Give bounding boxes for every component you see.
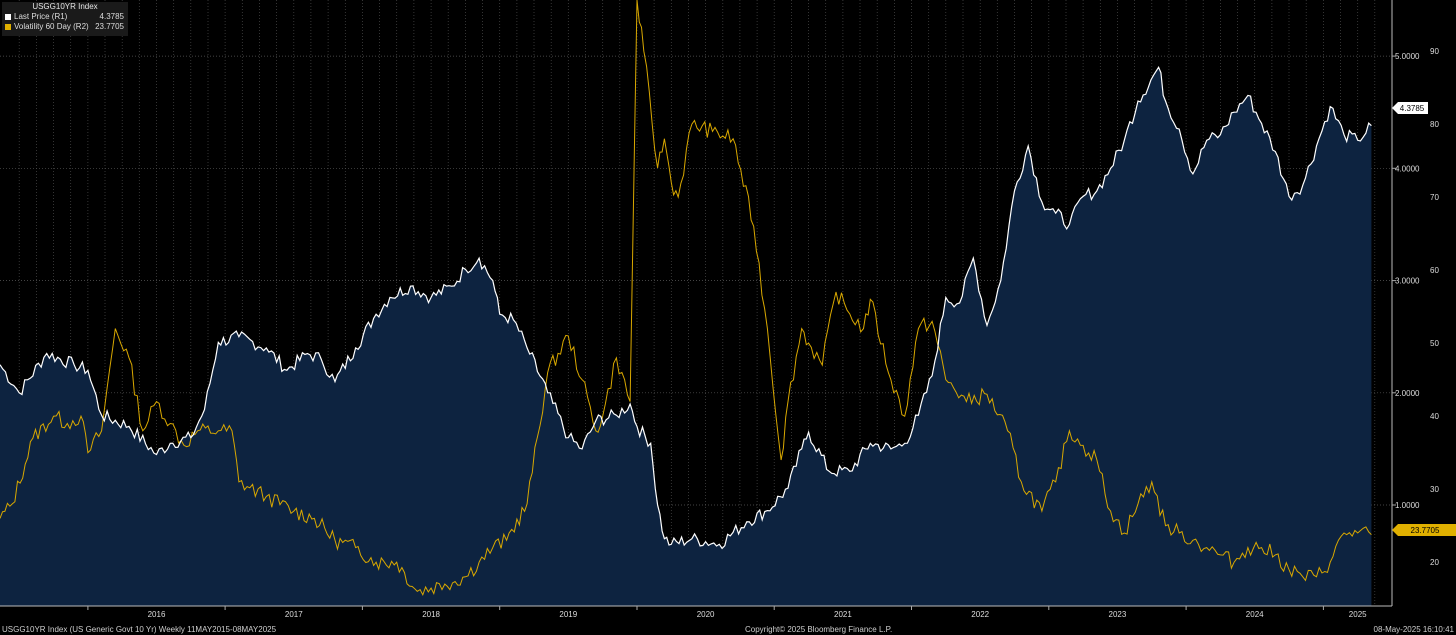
legend-swatch-vol bbox=[5, 24, 11, 30]
r2-axis-label: 30 bbox=[1430, 485, 1439, 494]
price-area bbox=[0, 67, 1372, 607]
r1-axis-labels: 5.0000 4.0000 3.0000 2.0000 1.0000 bbox=[1392, 52, 1420, 510]
footer: USGG10YR Index (US Generic Govt 10 Yr) W… bbox=[0, 625, 1456, 635]
last-price-tag-text: 4.3785 bbox=[1400, 104, 1425, 113]
x-axis-labels: 2016 2017 2018 2019 2020 2021 2022 2023 2024 2025 bbox=[87, 606, 1367, 619]
r1-axis-label: 3.0000 bbox=[1395, 277, 1420, 286]
x-axis-label: 2024 bbox=[1246, 610, 1264, 619]
footer-right: 08-May-2025 16:10:41 bbox=[1373, 625, 1455, 634]
r2-axis-label: 70 bbox=[1430, 193, 1439, 202]
legend-swatch-price bbox=[5, 14, 11, 20]
x-axis-label: 2018 bbox=[422, 610, 440, 619]
r1-axis-label: 4.0000 bbox=[1395, 164, 1420, 173]
r1-axis-label: 5.0000 bbox=[1395, 52, 1420, 61]
footer-center: Copyright© 2025 Bloomberg Finance L.P. bbox=[745, 625, 893, 634]
x-axis-label: 2023 bbox=[1109, 610, 1127, 619]
vol-tag: 23.7705 bbox=[1392, 524, 1456, 536]
legend: USGG10YR Index Last Price (R1) 4.3785 Vo… bbox=[2, 2, 128, 36]
x-axis-label: 2017 bbox=[285, 610, 303, 619]
legend-title: USGG10YR Index bbox=[32, 2, 98, 11]
legend-item-price: Last Price (R1) 4.3785 bbox=[2, 12, 128, 22]
legend-item-vol: Volatility 60 Day (R2) 23.7705 bbox=[2, 22, 128, 32]
x-axis-label: 2020 bbox=[697, 610, 715, 619]
x-axis-label: 2025 bbox=[1349, 610, 1367, 619]
price-line bbox=[0, 66, 1372, 550]
r2-axis-label: 80 bbox=[1430, 120, 1439, 129]
last-price-tag: 4.3785 bbox=[1392, 102, 1428, 114]
x-axis-label: 2022 bbox=[971, 610, 989, 619]
legend-label-vol: Volatility 60 Day (R2) bbox=[14, 22, 89, 31]
r1-axis-label: 2.0000 bbox=[1395, 389, 1420, 398]
legend-value-price: 4.3785 bbox=[99, 12, 124, 21]
r2-axis-label: 40 bbox=[1430, 412, 1439, 421]
legend-label-price: Last Price (R1) bbox=[14, 12, 68, 21]
vol-tag-text: 23.7705 bbox=[1411, 526, 1440, 535]
r2-axis-labels: 90 80 70 60 50 40 30 20 bbox=[1430, 47, 1439, 567]
footer-left: USGG10YR Index (US Generic Govt 10 Yr) W… bbox=[2, 625, 277, 634]
x-axis-label: 2019 bbox=[559, 610, 577, 619]
r2-axis-label: 90 bbox=[1430, 47, 1439, 56]
r1-axis-label: 1.0000 bbox=[1395, 501, 1420, 510]
r2-axis-label: 20 bbox=[1430, 558, 1439, 567]
r2-axis-label: 60 bbox=[1430, 266, 1439, 275]
r2-axis-label: 50 bbox=[1430, 339, 1439, 348]
volatility-line bbox=[0, 0, 1372, 597]
x-axis-label: 2016 bbox=[148, 610, 166, 619]
legend-value-vol: 23.7705 bbox=[95, 22, 124, 31]
x-axis-label: 2021 bbox=[834, 610, 852, 619]
